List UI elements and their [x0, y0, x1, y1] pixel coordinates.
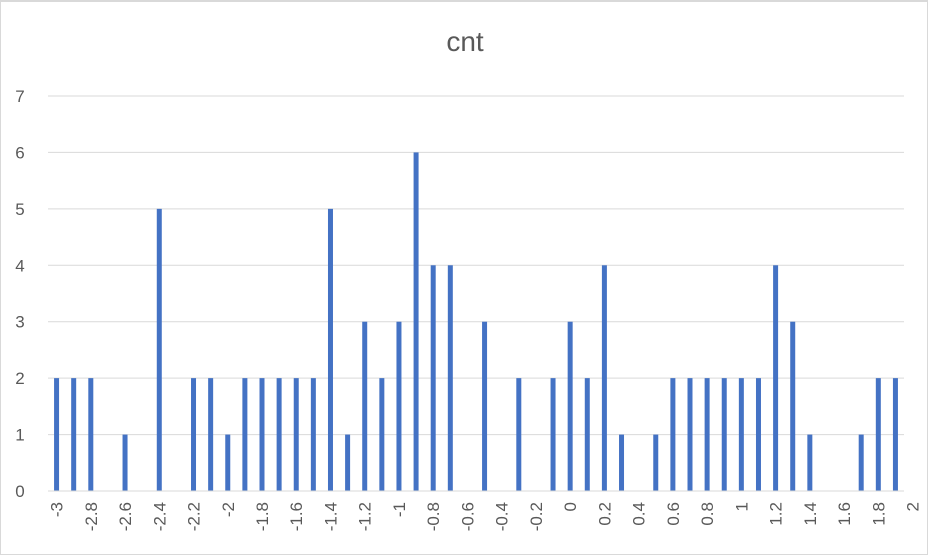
x-tick-label: 0.4	[630, 502, 649, 526]
bar	[687, 378, 693, 491]
x-tick-label: -2.2	[185, 502, 204, 531]
bar	[875, 378, 881, 491]
bars	[54, 152, 898, 491]
bar	[71, 378, 77, 491]
chart-title: cnt	[446, 26, 484, 57]
bar	[516, 378, 522, 491]
bar	[345, 434, 351, 491]
bar	[259, 378, 265, 491]
bar	[567, 321, 573, 491]
x-tick-label: -0.4	[493, 502, 512, 531]
gridlines	[48, 95, 904, 436]
x-tick-label: -1	[390, 502, 409, 517]
x-tick-label: -0.8	[424, 502, 443, 531]
bar	[88, 378, 94, 491]
bar	[721, 378, 727, 491]
bar	[191, 378, 197, 491]
bar	[156, 208, 162, 491]
x-tick-label: 1.8	[869, 502, 888, 526]
bar	[619, 434, 625, 491]
bar	[276, 378, 282, 491]
bar	[447, 265, 453, 491]
y-tick-label: 0	[15, 482, 24, 501]
x-tick-label: 1.4	[801, 502, 820, 526]
x-tick-label: -1.4	[321, 502, 340, 531]
bar	[379, 378, 385, 491]
x-tick-label: 0.8	[698, 502, 717, 526]
bar	[225, 434, 231, 491]
x-tick-label: 0.2	[595, 502, 614, 526]
bar	[482, 321, 488, 491]
y-tick-label: 4	[15, 256, 24, 275]
bar	[54, 378, 60, 491]
bar	[755, 378, 761, 491]
x-tick-label: -1.2	[356, 502, 375, 531]
bar	[327, 208, 333, 491]
x-tick-label: 1.6	[835, 502, 854, 526]
bar	[413, 152, 419, 491]
x-tick-label: -1.6	[287, 502, 306, 531]
x-tick-label: -2.4	[150, 502, 169, 531]
bar	[704, 378, 710, 491]
x-tick-label: 0.6	[664, 502, 683, 526]
bar	[208, 378, 214, 491]
x-tick-label: -3	[48, 502, 67, 517]
x-tick-label: -0.2	[527, 502, 546, 531]
x-tick-label: 2	[904, 502, 923, 511]
x-tick-label: -2	[219, 502, 238, 517]
y-tick-label: 3	[15, 313, 24, 332]
bar	[601, 265, 607, 491]
bar	[670, 378, 676, 491]
bar	[584, 378, 590, 491]
bar	[807, 434, 813, 491]
bar	[790, 321, 796, 491]
y-tick-label: 2	[15, 369, 24, 388]
x-tick-label: -0.6	[458, 502, 477, 531]
y-tick-label: 5	[15, 200, 24, 219]
bar	[293, 378, 299, 491]
bar	[892, 378, 898, 491]
bar	[858, 434, 864, 491]
y-tick-label: 1	[15, 426, 24, 445]
x-tick-label: -2.8	[82, 502, 101, 531]
x-tick-label: 1	[732, 502, 751, 511]
y-tick-label: 7	[15, 87, 24, 106]
x-axis-labels: -3 -2.8 -2.6 -2.4 -2.2 -2 -1.8 -1.6 -1.4 -1.2 -1 -0…	[48, 502, 923, 531]
y-axis-labels: 0 1 2 3 4 5 6 7	[15, 87, 24, 501]
bar	[310, 378, 316, 491]
bar	[653, 434, 659, 491]
bar	[550, 378, 556, 491]
bar	[738, 378, 744, 491]
bar	[430, 265, 436, 491]
x-tick-label: -2.6	[116, 502, 135, 531]
bar	[362, 321, 368, 491]
x-tick-label: -1.8	[253, 502, 272, 531]
bar	[396, 321, 402, 491]
x-tick-label: 0	[561, 502, 580, 511]
bar	[122, 434, 128, 491]
x-tick-label: 1.2	[767, 502, 786, 526]
bar	[242, 378, 248, 491]
y-tick-label: 6	[15, 143, 24, 162]
bar	[773, 265, 779, 491]
